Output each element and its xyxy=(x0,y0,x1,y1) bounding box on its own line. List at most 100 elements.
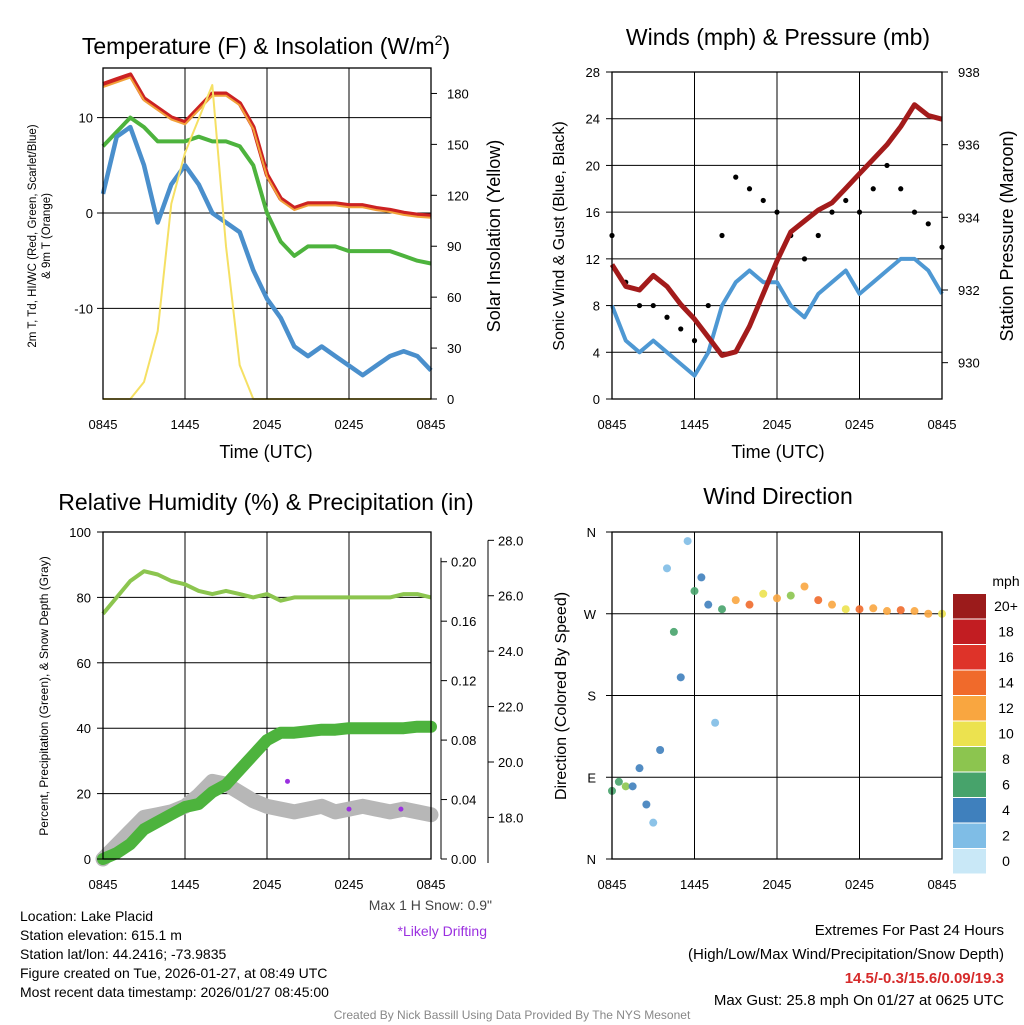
direction-point xyxy=(731,596,740,605)
legend-swatch xyxy=(953,772,986,797)
wind-xtick-label: 0245 xyxy=(845,417,874,432)
temperature-panel: Temperature (F) & Insolation (W/m2) -10 0… xyxy=(27,32,504,462)
direction-point xyxy=(697,573,706,582)
legend-label: 8 xyxy=(1002,751,1010,767)
recent-data-text: Most recent data timestamp: 2026/01/27 0… xyxy=(20,984,329,1000)
wind-ytick-label: 28 xyxy=(586,65,600,80)
direction-title: Wind Direction xyxy=(703,483,853,509)
drift-point xyxy=(285,778,290,784)
gust-point xyxy=(678,326,684,332)
location-text: Location: Lake Placid xyxy=(20,908,154,924)
legend-label: 2 xyxy=(1002,828,1010,844)
wind-ytick-label: 0 xyxy=(593,392,600,407)
temp-ylabel-left-1: 2m T, Td, HI/WC (Red, Green, Scarlet/Blu… xyxy=(27,124,39,347)
legend-swatch xyxy=(953,696,986,721)
sonic-wind-line xyxy=(610,256,944,378)
direction-point xyxy=(676,673,685,682)
snow-ytick-label: 24.0 xyxy=(498,644,523,659)
direction-point xyxy=(910,607,919,616)
gust-point xyxy=(884,162,890,169)
dir-xtick-label: 0845 xyxy=(928,877,957,892)
precip-ytick-label: 0.00 xyxy=(451,852,476,867)
gust-point xyxy=(925,221,931,227)
wind-xtick-label: 0845 xyxy=(928,417,957,432)
direction-point xyxy=(883,607,891,616)
direction-point xyxy=(814,596,823,605)
temp-xtick-label: 1445 xyxy=(171,417,200,432)
winds-xlabel: Time (UTC) xyxy=(731,442,824,462)
legend-label: 10 xyxy=(998,726,1014,742)
gust-point xyxy=(691,338,698,344)
legend-swatch xyxy=(953,645,986,670)
winds-panel: Winds (mph) & Pressure (mb) 0 4 8 12 16 20 24 2… xyxy=(551,24,1017,462)
direction-point xyxy=(773,594,781,603)
wind-ytick-label: 8 xyxy=(593,299,600,314)
temp-xtick-label: 0845 xyxy=(417,417,446,432)
gust-point xyxy=(760,197,766,204)
precip-ytick-label: 0.16 xyxy=(451,614,476,629)
legend-label: 14 xyxy=(998,675,1014,691)
rh-title: Relative Humidity (%) & Precipitation (i… xyxy=(58,489,473,515)
legend-label: 6 xyxy=(1002,777,1010,793)
temp-xtick-label: 0245 xyxy=(335,417,364,432)
snow-ytick-label: 28.0 xyxy=(498,533,523,548)
drift-point xyxy=(398,806,404,812)
direction-point xyxy=(786,591,795,600)
elevation-text: Station elevation: 615.1 m xyxy=(20,927,182,943)
snow-ytick-label: 18.0 xyxy=(498,810,523,825)
dir-ytick-label: W xyxy=(584,607,597,622)
wind-xtick-label: 1445 xyxy=(680,417,709,432)
direction-point xyxy=(614,777,623,786)
dir-xtick-label: 0845 xyxy=(598,877,627,892)
snow-ytick-label: 20.0 xyxy=(498,755,523,770)
legend-swatch xyxy=(953,747,986,772)
direction-point xyxy=(669,627,678,636)
gust-point xyxy=(636,302,643,309)
gust-point xyxy=(856,209,863,215)
rh-xtick-label: 0245 xyxy=(335,877,364,892)
precipitation-line xyxy=(97,720,437,865)
dir-xtick-label: 2045 xyxy=(763,877,792,892)
rh-ytick-label: 60 xyxy=(77,656,91,671)
temp-xtick-label: 2045 xyxy=(253,417,282,432)
pressure-ytick-label: 938 xyxy=(958,65,980,80)
extremes-subtitle: (High/Low/Max Wind/Precipitation/Snow De… xyxy=(688,946,1004,963)
direction-point xyxy=(690,587,699,596)
temp-ytick-label: -10 xyxy=(74,301,93,316)
wind-ytick-label: 4 xyxy=(593,345,600,360)
gust-point xyxy=(705,302,711,309)
temp-ylabel-right: Solar Insolation (Yellow) xyxy=(484,140,504,332)
max-snow-label: Max 1 H Snow: 0.9" xyxy=(369,897,492,913)
direction-point xyxy=(718,605,726,614)
legend-swatch xyxy=(953,619,986,644)
gust-point xyxy=(898,186,904,192)
direction-point xyxy=(800,582,809,591)
speed-legend: 20+ 18 16 14 12 10 8 6 4 2 0 xyxy=(953,594,1018,874)
extremes-box: Extremes For Past 24 Hours (High/Low/Max… xyxy=(688,919,1004,1011)
direction-point xyxy=(841,605,850,614)
temp-title: Temperature (F) & Insolation (W/m2) xyxy=(82,32,450,59)
snow-ytick-label: 26.0 xyxy=(498,589,523,604)
direction-point xyxy=(635,764,644,773)
gust-point xyxy=(829,209,835,215)
legend-label: 20+ xyxy=(994,598,1018,614)
winds-title: Winds (mph) & Pressure (mb) xyxy=(626,24,930,50)
rh-ytick-label: 0 xyxy=(84,852,91,867)
pressure-line xyxy=(609,102,943,358)
dir-xtick-label: 1445 xyxy=(680,877,709,892)
legend-label: 18 xyxy=(998,624,1014,640)
wind-ytick-label: 20 xyxy=(586,158,600,173)
rh-line xyxy=(101,569,432,616)
rh-xtick-label: 2045 xyxy=(253,877,282,892)
snow-depth-line xyxy=(95,773,439,867)
dir-ytick-label: E xyxy=(587,770,596,785)
precip-ytick-label: 0.12 xyxy=(451,674,476,689)
temp-orange-line xyxy=(102,76,432,219)
direction-point xyxy=(656,746,665,754)
windchill-blue-line xyxy=(100,124,433,378)
legend-title: mph xyxy=(992,573,1019,589)
wind-ytick-label: 24 xyxy=(586,112,600,127)
gust-point xyxy=(815,232,821,239)
max-gust-text: Max Gust: 25.8 mph On 01/27 at 0625 UTC xyxy=(713,992,1004,1009)
